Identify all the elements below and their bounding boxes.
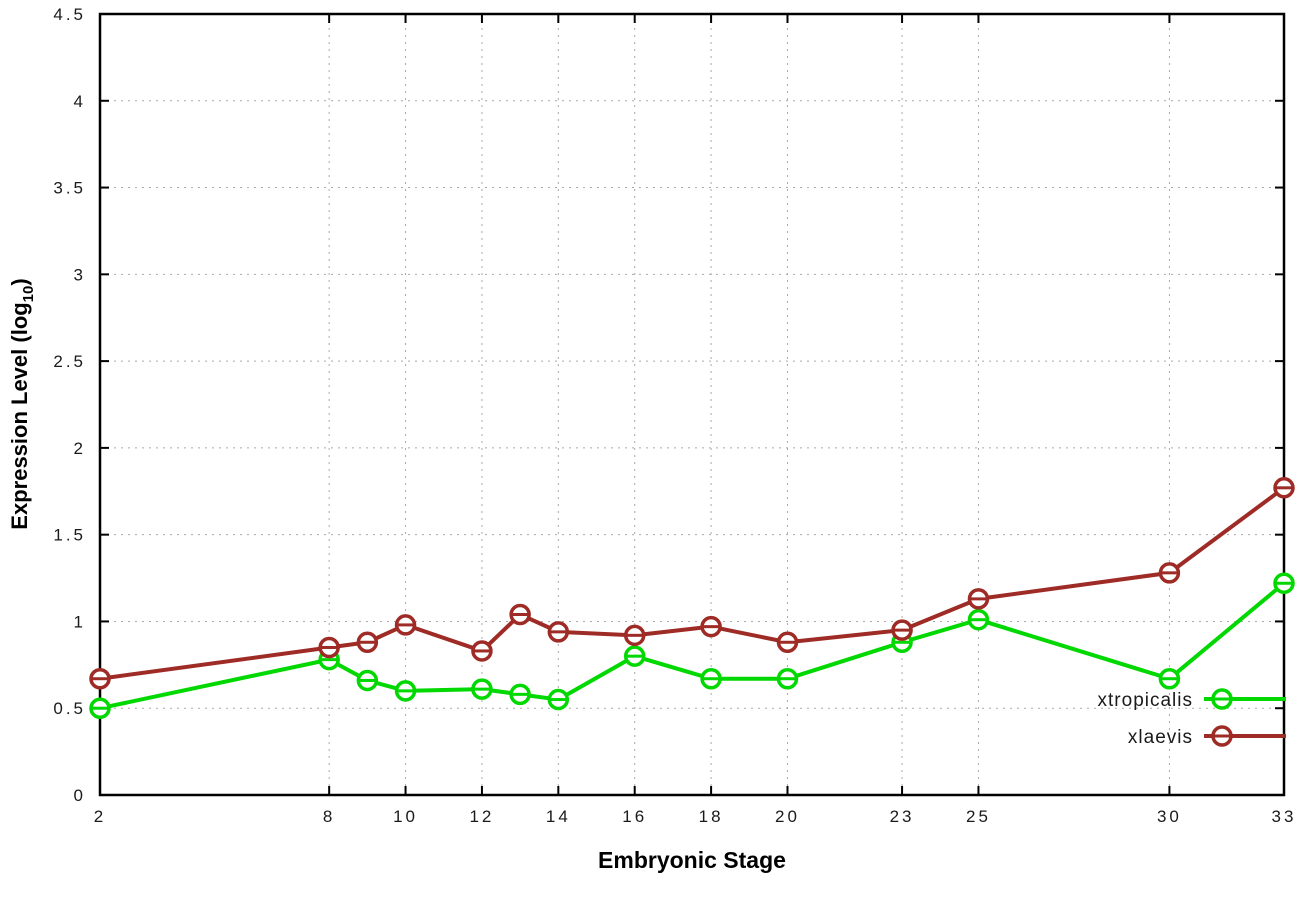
- axis-ticks: [99, 13, 1285, 796]
- x-tick-label: 8: [323, 807, 335, 826]
- x-tick-label: 33: [1272, 807, 1296, 826]
- x-tick-label: 2: [94, 807, 106, 826]
- y-tick-label: 3: [74, 265, 86, 284]
- x-axis-label: Embryonic Stage: [598, 847, 786, 873]
- x-tick-label: 20: [775, 807, 800, 826]
- x-tick-label: 30: [1157, 807, 1182, 826]
- x-tick-label: 10: [393, 807, 418, 826]
- tick-labels: 0 0.5 1 1.5 2 2.5 3 3.5 4 4.5 2 8 10 12 14 16 18 20 23 25 30…: [53, 5, 1296, 826]
- legend-label-xlaevis: xlaevis: [1128, 727, 1193, 748]
- y-tick-label: 4: [74, 92, 86, 111]
- series-line: [98, 485, 1286, 681]
- y-tick-label: 1: [74, 612, 86, 631]
- x-tick-label: 16: [622, 807, 647, 826]
- grid-lines: [99, 13, 1285, 796]
- x-tick-label: 23: [890, 807, 915, 826]
- y-tick-label: 0.5: [53, 699, 86, 718]
- series-xtropicalis: [89, 572, 1295, 719]
- x-tick-label: 12: [469, 807, 494, 826]
- legend-label-xtropicalis: xtropicalis: [1098, 690, 1193, 711]
- legend: xtropicalis xlaevis: [1098, 688, 1286, 748]
- y-axis-label: Expression Level (log10): [7, 278, 37, 529]
- plot-border: [98, 12, 1286, 797]
- x-tick-label: 14: [546, 807, 571, 826]
- series-xlaevis: [89, 477, 1295, 690]
- y-tick-label: 2: [74, 439, 86, 458]
- y-tick-label: 2.5: [53, 352, 86, 371]
- y-tick-label: 3.5: [53, 179, 86, 198]
- y-tick-label: 0: [74, 786, 86, 805]
- y-tick-label: 1.5: [53, 526, 86, 545]
- x-tick-label: 18: [699, 807, 724, 826]
- y-tick-label: 4.5: [53, 5, 86, 24]
- x-tick-label: 25: [966, 807, 991, 826]
- chart-plot-area: 0 0.5 1 1.5 2 2.5 3 3.5 4 4.5 2 8 10 12 14 16 18 20 23 25 30…: [53, 5, 1296, 826]
